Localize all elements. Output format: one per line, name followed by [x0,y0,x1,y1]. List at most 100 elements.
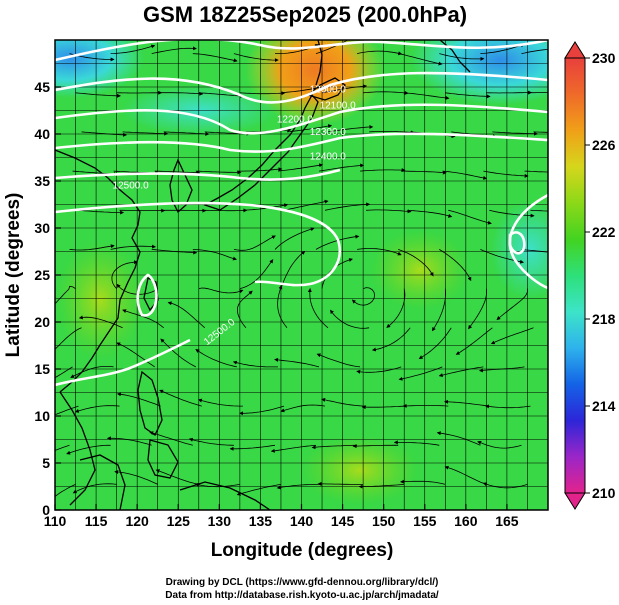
streamline [398,53,443,66]
streamline [315,234,360,250]
streamline [192,53,238,63]
x-tick-label: 145 [331,513,355,529]
colorbar-gradient [564,57,586,494]
streamline [74,405,120,413]
colorbar-max-triangle [564,41,586,59]
streamline [116,283,158,295]
streamline [274,227,315,250]
coastline-indochina [59,391,96,506]
streamline [195,349,237,368]
contour-label: 12500.0 [113,181,150,192]
streamline [483,170,529,178]
streamline [402,403,449,408]
y-tick-label: 5 [42,455,50,471]
coastline-hokkaido [306,77,346,101]
streamline [55,444,70,451]
streamline [492,131,538,136]
streamline [167,301,206,329]
colorbar-tick-label: 214 [592,398,616,414]
streamline [477,440,522,449]
map-title: GSM 18Z25Sep2025 (200.0hPa) [143,2,467,27]
streamline [283,199,329,211]
streamline [239,405,285,416]
x-tick-label: 110 [44,513,67,529]
streamline [55,484,76,498]
streamline [66,444,111,455]
streamline [75,92,121,98]
coastline-mindanao [147,439,179,479]
streamline [386,288,406,328]
streamline [110,244,156,250]
streamline [316,353,361,368]
streamline [485,404,531,409]
y-tick-label: 35 [34,173,50,189]
y-tick-label: 30 [34,220,50,236]
yellow-region-center [370,230,470,310]
streamline [445,92,491,99]
contour-label: 12200.0 [277,115,314,126]
streamline [398,366,443,381]
x-tick-label: 140 [290,513,314,529]
streamline [486,90,532,95]
x-tick-label: 165 [495,513,519,529]
x-tick-label: 135 [249,513,273,529]
coastline-asia-mainland [55,149,141,393]
contour-12500-east-loop [508,231,526,255]
y-axis-label: Latitude (degrees) [3,193,24,358]
yellow-region-west [55,240,145,360]
streamline [496,288,528,321]
streamline [527,92,548,94]
streamline [321,397,367,407]
streamline [236,484,282,496]
streamline [198,92,245,98]
streamline [55,366,73,379]
contour-12500 [55,201,341,287]
streamline [198,287,244,294]
streamline [236,167,283,172]
x-tick-label: 125 [167,513,191,529]
y-tick-label: 10 [34,408,50,424]
credit-data: Data from http://database.rish.kyoto-u.a… [165,590,439,601]
coastline-new-guinea [179,481,271,510]
height-contours [55,40,548,387]
coastline-kamchatka [439,40,471,73]
x-tick-label: 115 [85,513,108,529]
streamline [393,440,440,446]
streamline [404,92,450,100]
streamline [72,483,117,494]
streamline [524,170,548,173]
streamline [330,309,370,329]
streamline [530,209,548,212]
streamline [366,209,412,214]
streamline [363,90,409,95]
colorbar-tick-label: 218 [592,311,616,327]
streamline [480,43,525,54]
streamline [122,131,169,136]
coastlines [55,40,471,510]
streamline [233,235,276,251]
streamline [160,338,196,368]
x-tick-label: 155 [413,513,437,529]
streamline [192,249,237,261]
streamline [371,327,411,352]
streamline [280,404,326,413]
streamline [401,170,447,175]
y-tick-label: 20 [34,314,50,330]
streamline [280,85,327,94]
streamline [318,163,365,172]
streamline [229,444,276,451]
streamline [106,436,152,446]
streamline [317,481,364,486]
contour-label: 12300.0 [310,127,347,138]
streamline [55,327,82,350]
contour-12500-taiwan [136,273,158,317]
y-tick-label: 0 [42,502,50,518]
yellow-region-south [300,435,420,505]
streamline [159,389,202,407]
streamline [116,392,161,407]
streamline [270,444,317,453]
streamline [307,288,329,329]
contour-12500-east [508,193,548,290]
streamline [436,431,481,446]
